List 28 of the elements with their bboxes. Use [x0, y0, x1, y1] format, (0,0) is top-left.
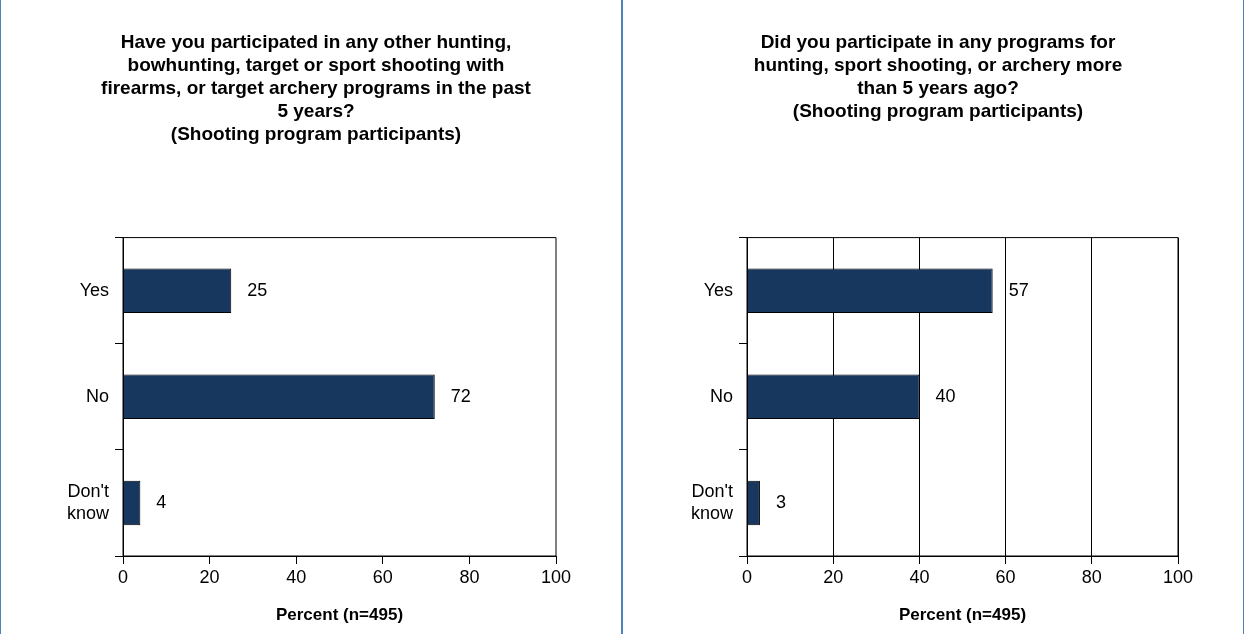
x-tick-label: 20 [199, 566, 220, 587]
x-tick-label: 80 [1081, 566, 1102, 587]
y-tick-label: Yes [703, 279, 734, 300]
x-tick-label: 60 [995, 566, 1016, 587]
x-tick-label: 80 [459, 566, 480, 587]
data-label: 72 [450, 385, 471, 406]
chart-title: Did you participate in any programs for hunting, sport shooting, or archery more than 5 years ago? (Shooting program participants) [752, 30, 1124, 123]
chart-title: Have you participated in any other hunting, bowhunting, target or sport shooting with firearms, or target archery programs in the past 5 years? (Shooting program participants) [100, 30, 532, 146]
x-tick-label: 0 [742, 566, 753, 587]
data-label: 4 [156, 491, 167, 512]
x-tick-label: 60 [372, 566, 393, 587]
y-tick-label: No [710, 385, 734, 406]
x-tick-label: 100 [540, 566, 572, 587]
y-tick-label: Yes [79, 279, 110, 300]
x-tick-label: 0 [118, 566, 129, 587]
y-tick-label: Don't know [66, 481, 111, 523]
data-label: 25 [247, 279, 268, 300]
y-tick-label: Don't know [690, 481, 735, 523]
data-label: 57 [1008, 279, 1029, 300]
x-tick-label: 20 [823, 566, 844, 587]
data-label: 40 [935, 385, 956, 406]
x-axis-title: Percent (n=495) [275, 605, 404, 625]
y-tick-label: No [86, 385, 110, 406]
x-tick-label: 100 [1162, 566, 1194, 587]
x-tick-label: 40 [286, 566, 307, 587]
x-axis-title: Percent (n=495) [898, 605, 1027, 625]
x-tick-label: 40 [909, 566, 930, 587]
data-label: 3 [775, 491, 786, 512]
